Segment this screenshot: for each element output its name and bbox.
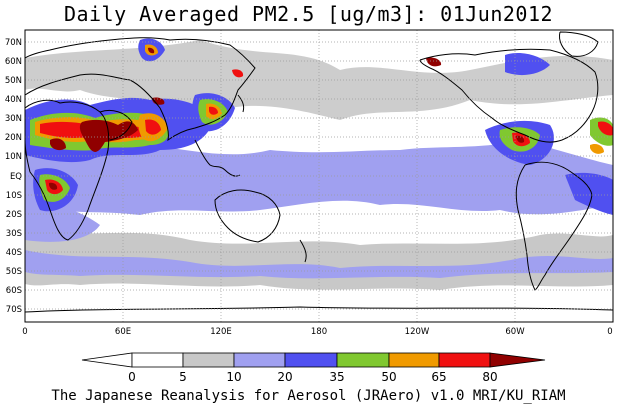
- shade-80plus-north-china: [152, 97, 165, 105]
- colorbar-segment-50-65: [388, 352, 440, 368]
- colorbar: 0 5 10 20 35 50 65 80: [81, 352, 546, 384]
- lat-label: 40N: [5, 95, 22, 105]
- coast-eurasia: [24, 37, 256, 142]
- lat-label: 60N: [5, 57, 22, 67]
- colorbar-label: 20: [277, 370, 292, 384]
- lat-label: 10N: [5, 152, 22, 162]
- map-title: Daily Averaged PM2.5 [ug/m3]: 01Jun2012: [63, 2, 554, 26]
- longitude-labels: 0 60E 120E 180 120W 60W 0: [22, 327, 612, 337]
- lat-label: 20S: [6, 210, 22, 220]
- shade-80plus-central-america: [516, 135, 525, 143]
- shade-80plus-siberia: [148, 47, 155, 54]
- colorbar-label: 80: [482, 370, 497, 384]
- lon-label: 180: [311, 327, 327, 337]
- shade-65-80-india: [145, 119, 161, 135]
- lat-label: 20N: [5, 133, 22, 143]
- graticule: [25, 30, 613, 322]
- colorbar-label: 65: [431, 370, 446, 384]
- colorbar-segment-35-50: [336, 352, 390, 368]
- coast-australia: [214, 189, 281, 243]
- lon-label: 120W: [405, 327, 430, 337]
- coast-new-zealand: [299, 239, 307, 263]
- lon-label: 60E: [115, 327, 131, 337]
- lat-label: 40S: [6, 248, 22, 258]
- credit-line: The Japanese Reanalysis for Aerosol (JRA…: [51, 388, 566, 404]
- lat-label: 70S: [6, 305, 22, 315]
- shade-80plus-west-africa: [50, 138, 66, 151]
- lat-label: EQ: [10, 172, 22, 182]
- shade-80plus-alaska: [426, 57, 442, 67]
- shade-80plus-central-africa: [49, 182, 58, 190]
- lat-label: 70N: [5, 38, 22, 48]
- coast-japan: [237, 94, 245, 113]
- colorbar-segment-5-10: [182, 352, 235, 368]
- colorbar-segment-above-80: [489, 352, 546, 368]
- shade-65-80-east-asia: [209, 106, 218, 115]
- coast-africa: [24, 99, 110, 241]
- lat-label: 50S: [6, 267, 22, 277]
- shade-50-65-east-coast: [590, 143, 604, 154]
- lon-label: 120E: [210, 327, 232, 337]
- latitude-labels: 70N 60N 50N 40N 30N 20N 10N EQ 10S 20S 3…: [5, 38, 22, 315]
- shade-65-80-east-coast: [598, 121, 613, 136]
- coast-south-america: [515, 161, 593, 291]
- colorbar-segment-below-0: [81, 352, 133, 368]
- colorbar-segment-10-20: [233, 352, 286, 368]
- colorbar-label: 10: [226, 370, 241, 384]
- lat-label: 60S: [6, 286, 22, 296]
- lat-label: 10S: [6, 191, 22, 201]
- coastlines: [24, 31, 614, 313]
- map-frame: [24, 29, 614, 323]
- shade-65-80-east-siberia: [232, 69, 244, 78]
- colorbar-label: 50: [381, 370, 396, 384]
- shade-10-20-south-atlantic: [25, 203, 100, 242]
- colorbar-label: 5: [179, 370, 187, 384]
- lon-label: 0: [22, 327, 27, 337]
- shade-20-35-north-atlantic: [565, 172, 613, 215]
- coast-greenland: [559, 31, 599, 57]
- colorbar-label: 0: [128, 370, 136, 384]
- colorbar-segment-0-5: [131, 352, 184, 368]
- coast-north-america: [419, 48, 599, 143]
- lon-label: 0: [607, 327, 612, 337]
- coast-antarctica: [24, 306, 614, 313]
- coast-southeast-asia: [194, 139, 241, 177]
- lon-label: 60W: [505, 327, 525, 337]
- lat-label: 30S: [6, 229, 22, 239]
- colorbar-segment-20-35: [284, 352, 338, 368]
- lat-label: 30N: [5, 114, 22, 124]
- lat-label: 50N: [5, 76, 22, 86]
- colorbar-label: 35: [329, 370, 344, 384]
- colorbar-segment-65-80: [438, 352, 491, 368]
- shade-20-35-canada: [505, 53, 550, 76]
